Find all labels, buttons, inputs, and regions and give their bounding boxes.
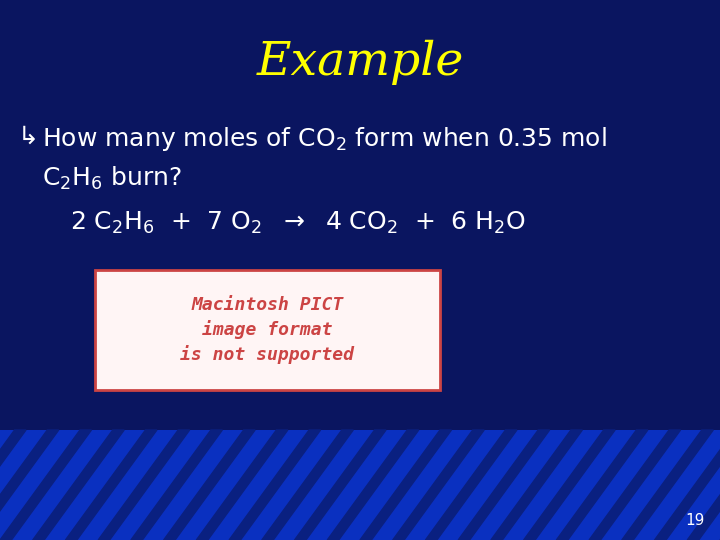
- Polygon shape: [622, 430, 714, 540]
- Text: ↳: ↳: [18, 125, 39, 149]
- Polygon shape: [0, 430, 720, 540]
- FancyBboxPatch shape: [95, 270, 440, 390]
- Polygon shape: [229, 430, 320, 540]
- Polygon shape: [392, 430, 484, 540]
- Polygon shape: [523, 430, 615, 540]
- Text: C$_2$H$_6$ burn?: C$_2$H$_6$ burn?: [42, 165, 181, 192]
- Polygon shape: [0, 430, 26, 540]
- Polygon shape: [328, 430, 419, 540]
- Text: 19: 19: [685, 513, 705, 528]
- Polygon shape: [98, 430, 189, 540]
- Polygon shape: [654, 430, 720, 540]
- Polygon shape: [262, 430, 354, 540]
- Polygon shape: [491, 430, 582, 540]
- Polygon shape: [0, 430, 59, 540]
- Polygon shape: [131, 430, 222, 540]
- Polygon shape: [163, 430, 255, 540]
- Polygon shape: [557, 430, 648, 540]
- Text: Example: Example: [256, 40, 464, 85]
- Polygon shape: [294, 430, 386, 540]
- Text: Macintosh PICT
image format
is not supported: Macintosh PICT image format is not suppo…: [181, 296, 354, 364]
- Polygon shape: [688, 430, 720, 540]
- Polygon shape: [360, 430, 451, 540]
- Text: 2 C$_2$H$_6$  +  7 O$_2$  $\rightarrow$  4 CO$_2$  +  6 H$_2$O: 2 C$_2$H$_6$ + 7 O$_2$ $\rightarrow$ 4 C…: [70, 210, 526, 236]
- Polygon shape: [458, 430, 549, 540]
- Text: How many moles of CO$_2$ form when 0.35 mol: How many moles of CO$_2$ form when 0.35 …: [42, 125, 607, 153]
- Polygon shape: [197, 430, 288, 540]
- Polygon shape: [0, 430, 91, 540]
- Polygon shape: [589, 430, 680, 540]
- Polygon shape: [32, 430, 124, 540]
- Polygon shape: [426, 430, 517, 540]
- Polygon shape: [66, 430, 157, 540]
